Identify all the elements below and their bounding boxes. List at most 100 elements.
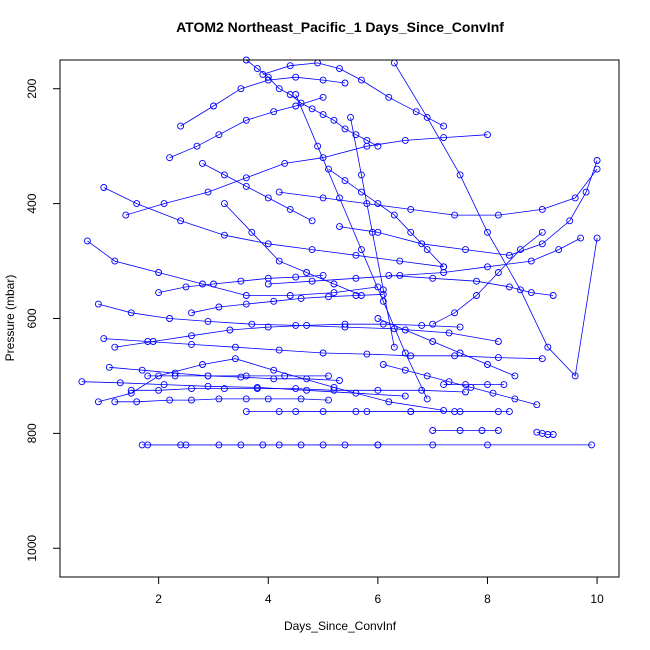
data-point (286, 292, 294, 299)
series-4-line (114, 398, 329, 403)
data-point (456, 427, 464, 434)
data-point (440, 381, 448, 389)
data-point (111, 343, 119, 351)
data-point (199, 159, 206, 167)
series-18 (94, 300, 502, 345)
data-point (220, 200, 228, 208)
data-point (357, 171, 365, 179)
data-point (264, 274, 272, 282)
data-point (116, 379, 124, 387)
series-11 (242, 56, 382, 150)
data-point (319, 154, 327, 162)
data-point (105, 363, 113, 371)
data-point (385, 398, 393, 406)
data-point (303, 321, 311, 329)
data-point (352, 292, 360, 299)
data-point (516, 246, 524, 254)
data-point (308, 246, 316, 254)
data-point (264, 194, 272, 202)
data-point (401, 392, 409, 400)
data-point (538, 205, 546, 213)
series-8 (429, 427, 502, 434)
data-point (374, 283, 382, 291)
data-point (374, 315, 382, 322)
data-point (505, 251, 513, 259)
data-point (242, 174, 250, 182)
series-37 (379, 361, 541, 409)
data-point (122, 211, 130, 219)
data-point (215, 395, 223, 403)
data-point (374, 441, 382, 449)
data-point (412, 108, 420, 116)
data-point (451, 211, 459, 219)
data-point (418, 240, 426, 248)
data-point (494, 338, 502, 345)
data-point (319, 349, 327, 357)
data-point (423, 372, 431, 380)
x-tick-label: 4 (265, 592, 272, 606)
data-point (270, 108, 278, 116)
data-point (308, 277, 316, 285)
data-point (231, 355, 239, 363)
series-1 (144, 441, 382, 449)
data-point (188, 332, 195, 340)
data-point (182, 283, 190, 291)
data-point (325, 396, 332, 404)
data-point (220, 171, 228, 179)
data-point (264, 76, 272, 84)
data-point (374, 386, 382, 394)
data-point (242, 408, 250, 416)
data-point (264, 395, 272, 403)
series-12-line (262, 62, 444, 127)
data-point (401, 326, 409, 334)
data-point (429, 274, 437, 282)
data-point (336, 65, 343, 73)
data-point (549, 431, 557, 438)
y-tick-label: 400 (25, 193, 39, 213)
data-point (226, 326, 234, 334)
data-point (418, 321, 426, 329)
data-point (357, 188, 365, 196)
data-point (188, 396, 195, 404)
data-point (242, 395, 250, 403)
series-20-line (279, 168, 598, 216)
data-point (138, 366, 146, 374)
data-point (352, 408, 360, 416)
series-23 (385, 271, 557, 299)
data-point (138, 441, 146, 449)
data-point (78, 378, 86, 386)
data-point (237, 85, 245, 93)
series-14 (166, 93, 327, 162)
series-28 (105, 363, 343, 384)
data-point (275, 408, 283, 416)
data-point (160, 381, 168, 389)
data-point (259, 70, 267, 78)
data-point (308, 105, 316, 113)
data-point (270, 297, 278, 305)
data-point (292, 385, 300, 393)
data-point (144, 372, 152, 380)
series-9 (533, 428, 557, 438)
data-point (83, 237, 91, 245)
data-point (588, 441, 596, 449)
data-point (155, 289, 163, 297)
series-35 (199, 159, 316, 225)
data-point (319, 76, 327, 84)
data-point (303, 375, 311, 383)
data-point (489, 389, 497, 397)
x-tick-label: 2 (155, 592, 162, 606)
data-point (94, 300, 102, 308)
data-point (330, 289, 338, 297)
data-point (363, 200, 371, 208)
data-point (401, 349, 409, 357)
data-point (171, 369, 179, 377)
data-point (281, 159, 289, 167)
data-point (484, 131, 491, 139)
data-point (429, 441, 437, 449)
data-point (314, 142, 322, 150)
data-point (199, 280, 206, 288)
series-34 (325, 165, 448, 271)
data-point (484, 228, 491, 236)
series-27 (220, 200, 365, 299)
